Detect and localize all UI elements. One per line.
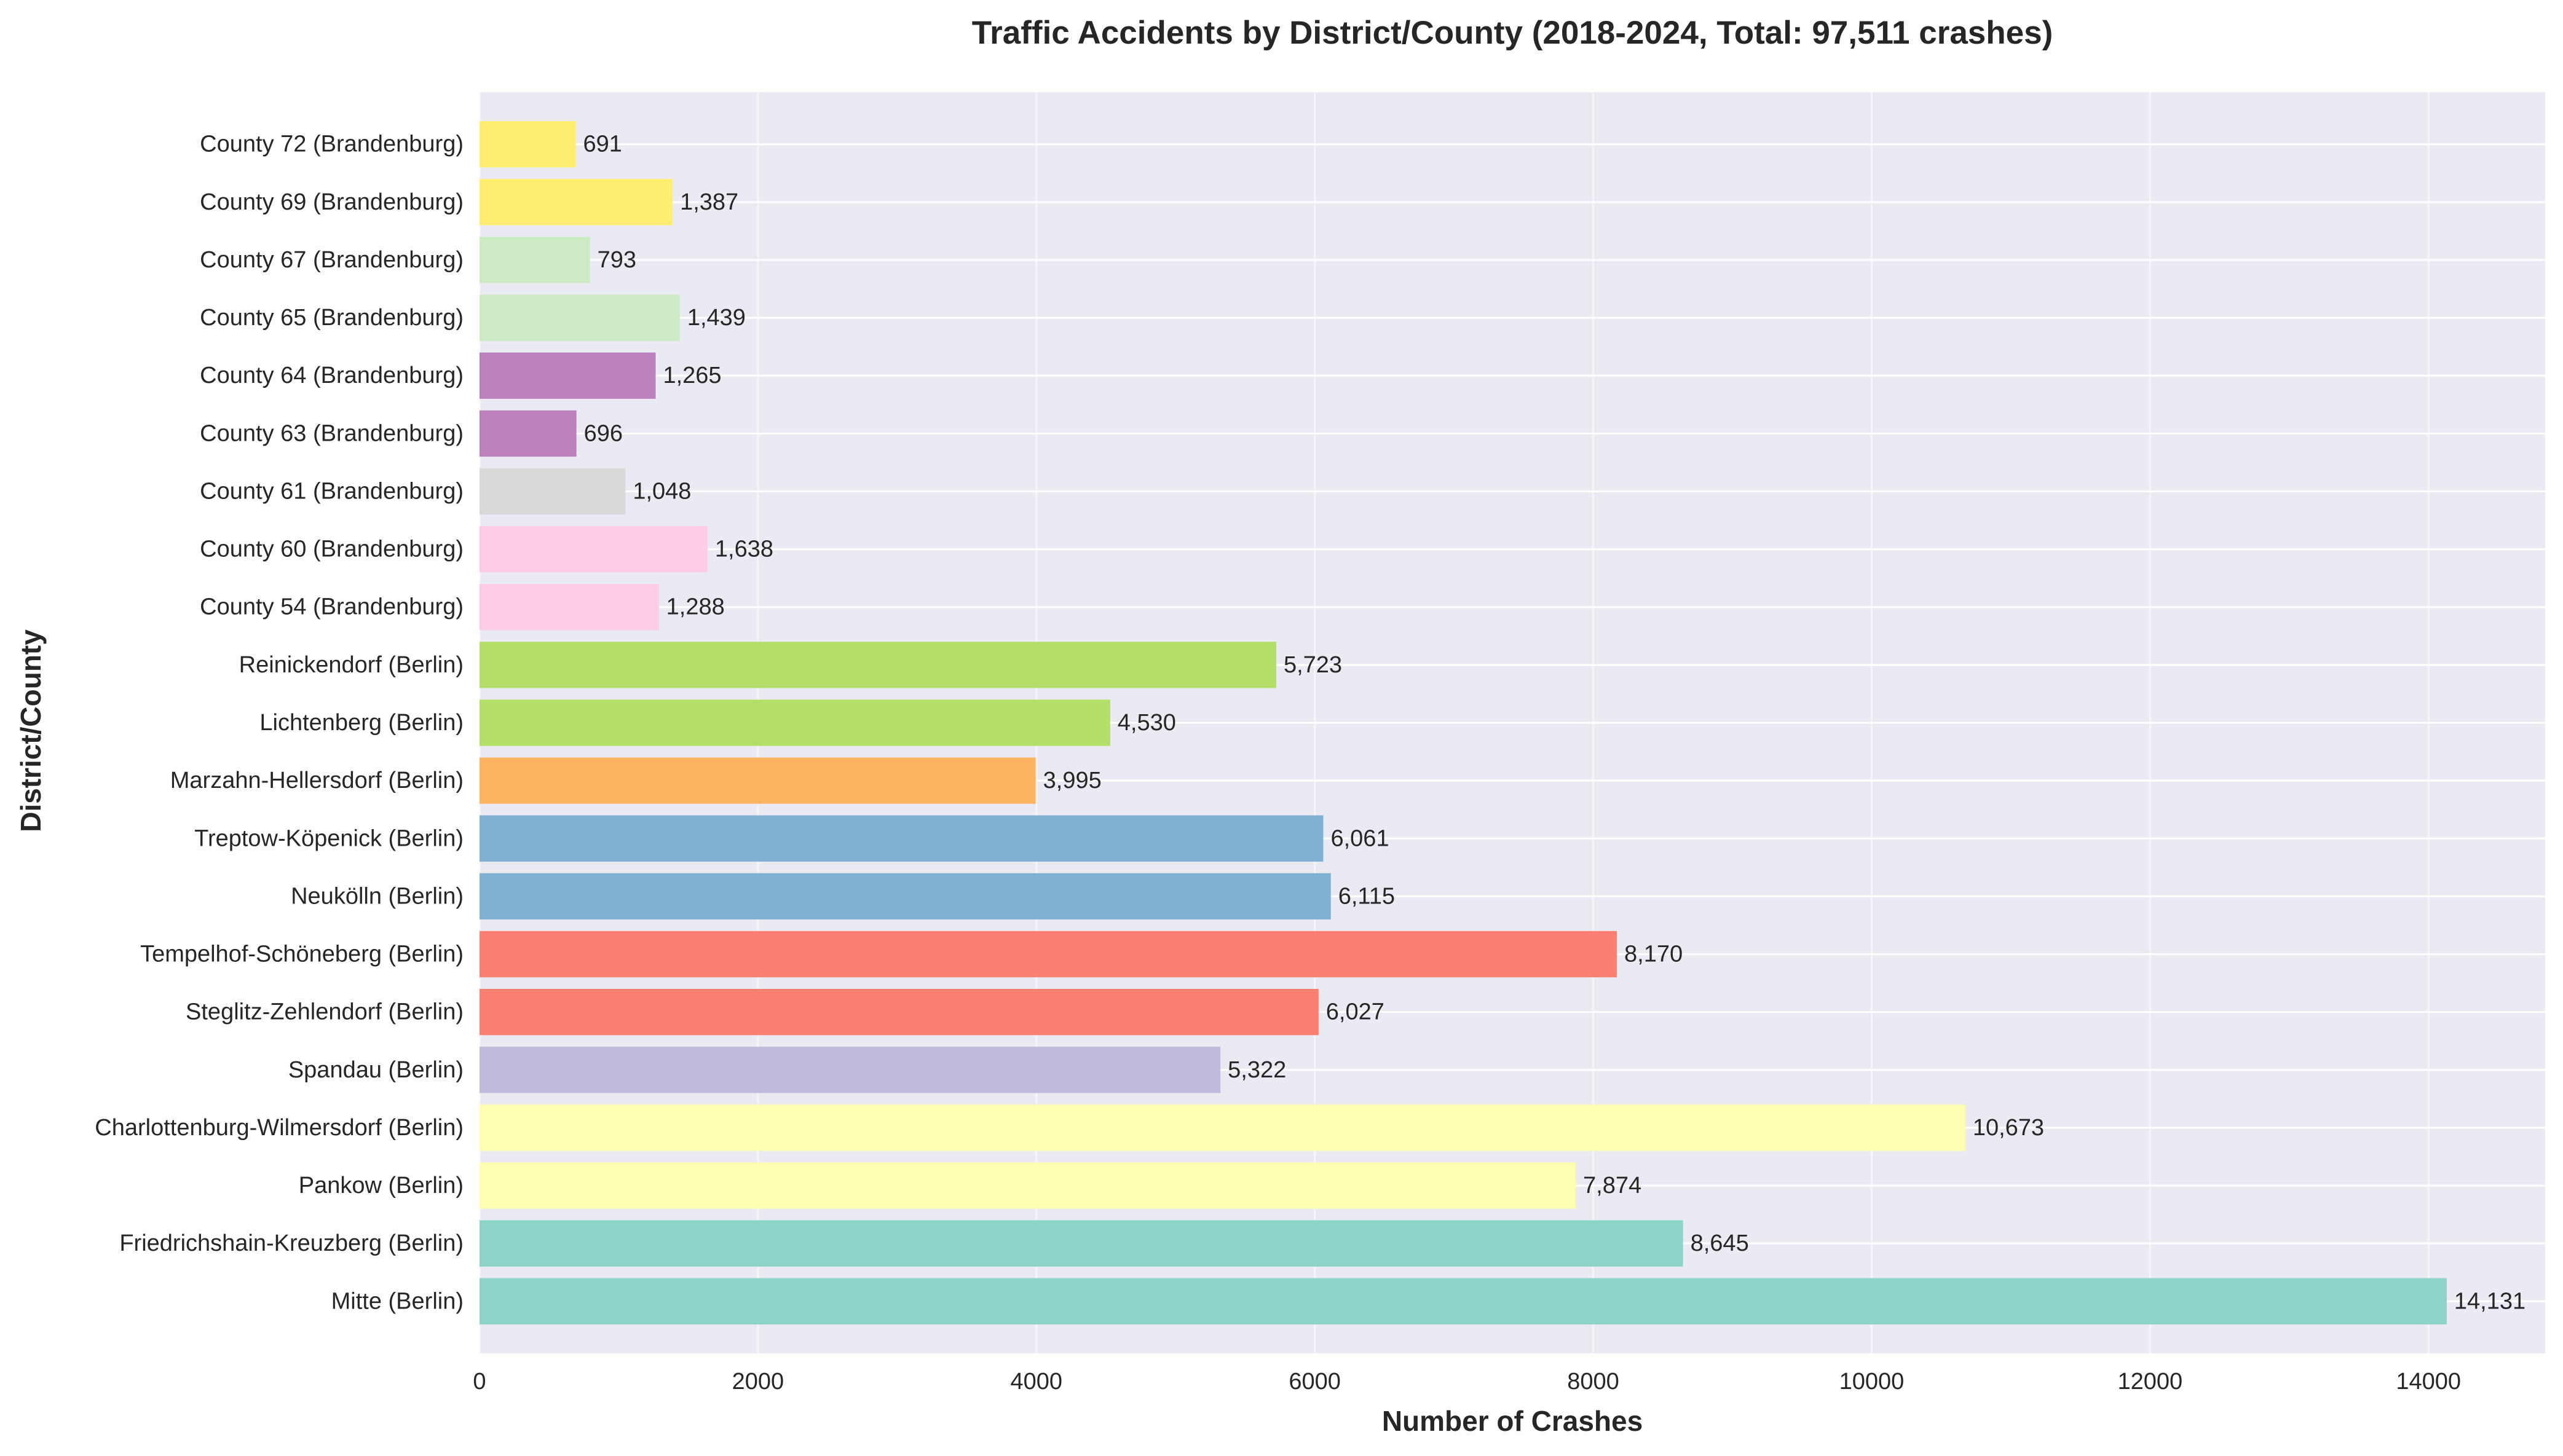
x-tick-label: 0 <box>473 1369 486 1395</box>
y-tick-label: County 67 (Brandenburg) <box>200 247 464 273</box>
y-tick-label: Neukölln (Berlin) <box>291 883 464 909</box>
y-tick-label: Tempelhof-Schöneberg (Berlin) <box>140 942 464 967</box>
bar <box>480 1220 1683 1267</box>
y-tick-label: Treptow-Köpenick (Berlin) <box>194 825 464 851</box>
bar <box>480 468 626 515</box>
data-label: 793 <box>598 247 636 273</box>
y-tick-label: Reinickendorf (Berlin) <box>239 652 464 678</box>
data-label: 5,723 <box>1284 652 1342 678</box>
data-label: 4,530 <box>1118 710 1176 736</box>
bar <box>480 873 1331 920</box>
data-label: 8,170 <box>1624 942 1683 967</box>
data-label: 8,645 <box>1691 1230 1749 1256</box>
bar <box>480 121 576 168</box>
x-tick-label: 6000 <box>1289 1369 1341 1395</box>
data-label: 1,265 <box>663 363 721 388</box>
data-label: 5,322 <box>1228 1057 1286 1083</box>
data-label: 6,061 <box>1330 825 1389 851</box>
bar <box>480 525 708 573</box>
bar <box>480 410 577 457</box>
y-tick-label: County 72 (Brandenburg) <box>200 132 464 157</box>
bar <box>480 699 1110 746</box>
data-label: 3,995 <box>1043 768 1102 793</box>
data-label: 1,048 <box>633 478 691 504</box>
bars <box>480 121 2447 1324</box>
bar <box>480 1162 1576 1209</box>
y-tick-label: Mitte (Berlin) <box>331 1288 464 1314</box>
chart-title: Traffic Accidents by District/County (20… <box>972 15 2053 51</box>
y-tick-label: Spandau (Berlin) <box>288 1057 464 1083</box>
bar <box>480 931 1617 978</box>
bar <box>480 237 590 283</box>
bar <box>480 988 1319 1036</box>
y-tick-label: Marzahn-Hellersdorf (Berlin) <box>170 768 464 793</box>
y-tick-label: Lichtenberg (Berlin) <box>259 710 464 736</box>
y-tick-label: County 61 (Brandenburg) <box>200 478 464 504</box>
x-tick-label: 4000 <box>1011 1369 1063 1395</box>
data-label: 14,131 <box>2454 1288 2525 1314</box>
x-axis-label: Number of Crashes <box>1382 1405 1643 1437</box>
data-label: 1,387 <box>680 189 738 215</box>
x-tick-label: 12000 <box>2118 1369 2183 1395</box>
x-tick-label: 10000 <box>1839 1369 1905 1395</box>
bar <box>480 815 1324 862</box>
y-tick-label: Steglitz-Zehlendorf (Berlin) <box>186 999 464 1025</box>
y-tick-labels: Mitte (Berlin) Friedrichshain-Kreuzberg (… <box>95 132 464 1315</box>
bar <box>480 1104 1965 1151</box>
y-tick-label: County 60 (Brandenburg) <box>200 537 464 562</box>
data-label: 691 <box>583 132 622 157</box>
y-tick-label: County 54 (Brandenburg) <box>200 594 464 620</box>
data-label: 1,638 <box>715 537 773 562</box>
bar <box>480 584 659 631</box>
bar <box>480 642 1276 688</box>
y-tick-label: Charlottenburg-Wilmersdorf (Berlin) <box>95 1115 464 1141</box>
y-tick-label: County 63 (Brandenburg) <box>200 420 464 446</box>
x-tick-label: 2000 <box>732 1369 784 1395</box>
data-label: 10,673 <box>1973 1115 2044 1141</box>
data-label: 1,439 <box>687 305 746 331</box>
y-tick-label: County 69 (Brandenburg) <box>200 189 464 215</box>
bar <box>480 294 680 341</box>
x-tick-label: 14000 <box>2396 1369 2461 1395</box>
x-tick-labels: 0 2000 4000 6000 8000 10000 12000 14000 <box>473 1369 2461 1395</box>
data-label: 696 <box>584 420 623 446</box>
y-tick-label: Pankow (Berlin) <box>299 1173 464 1198</box>
bar <box>480 757 1036 804</box>
bar <box>480 179 673 226</box>
data-label: 7,874 <box>1583 1173 1641 1198</box>
data-label: 6,027 <box>1326 999 1384 1025</box>
y-tick-label: County 65 (Brandenburg) <box>200 305 464 331</box>
x-tick-label: 8000 <box>1567 1369 1619 1395</box>
bar <box>480 1047 1221 1093</box>
y-axis-label: District/County <box>15 629 47 832</box>
value-labels: 14,131 8,645 7,874 10,673 5,322 6,027 8,170 6,1… <box>583 132 2525 1315</box>
data-label: 6,115 <box>1338 883 1395 909</box>
y-tick-label: Friedrichshain-Kreuzberg (Berlin) <box>119 1230 464 1256</box>
data-label: 1,288 <box>666 594 725 620</box>
y-tick-label: County 64 (Brandenburg) <box>200 363 464 388</box>
bar <box>480 352 656 399</box>
bar <box>480 1278 2447 1324</box>
